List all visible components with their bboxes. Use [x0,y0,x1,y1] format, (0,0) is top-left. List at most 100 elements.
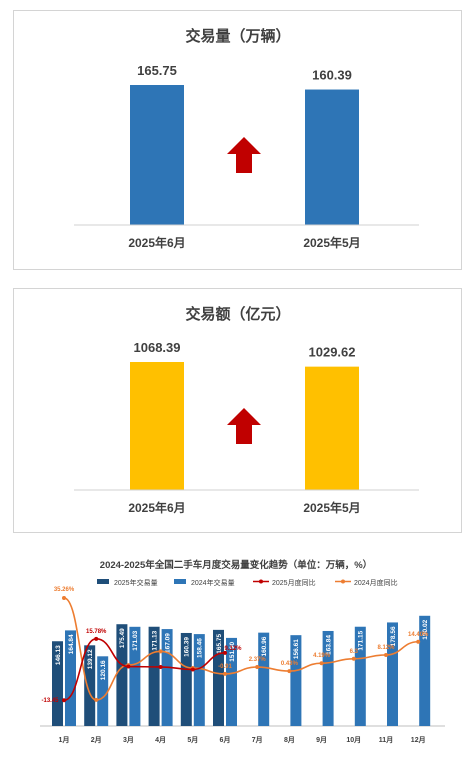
x-tick-label: 2月 [91,736,102,744]
line-data-label: 8.12% [377,645,395,651]
x-tick-label: 5月 [187,736,198,744]
x-tick-label: 8月 [284,736,295,744]
point-2025-yoy [223,650,227,655]
volume-bar-chart: 交易量（万辆） 165.75 2025年6月 160.39 2025年5月 [74,27,419,250]
bar-2025 [213,629,224,726]
legend-label: 2025年交易量 [114,578,158,587]
point-2024-yoy [416,639,421,644]
x-tick-label: 7月 [252,736,263,744]
volume-category-label: 2025年5月 [303,235,360,250]
point-2025-yoy [94,636,99,641]
bar-2024 [290,635,302,726]
bar-value-label: 158.46 [197,638,204,658]
legend-swatch [97,579,109,584]
bar-value-label: 171.03 [132,630,139,650]
amount-bar [130,362,184,490]
x-tick-label: 10月 [346,736,361,744]
bar-2025 [84,645,96,726]
bar-value-label: 160.39 [184,637,191,657]
line-data-label: 35.26% [54,587,75,593]
volume-chart-title: 交易量（万辆） [185,27,290,45]
line-data-label: 4.19% [313,653,331,659]
bar-2025 [116,624,128,726]
bar-2025 [52,641,63,726]
bar-2025 [180,632,192,726]
bar-value-label: 167.09 [164,633,171,653]
bar-value-label: 120.16 [100,660,107,680]
bar-value-label: 164.84 [68,634,75,654]
line-data-label: 9.12% [224,646,242,652]
amount-bar-chart: 交易额（亿元） 1068.39 2025年6月 1029.62 2025年5月 [74,305,419,515]
trend-chart-title: 2024-2025年全国二手车月度交易量变化趋势（单位：万辆，%） [100,559,372,571]
bar-value-label: 163.84 [325,635,332,655]
bar-2024 [129,626,141,726]
bar-2024 [322,630,334,726]
line-data-label: 0.43% [281,661,299,667]
volume-bar-value-label: 160.39 [312,68,352,83]
bar-value-label: 190.02 [422,619,429,639]
bar-2024 [193,634,205,726]
amount-panel: 交易额（亿元） 1068.39 2025年6月 1029.62 2025年5月 [13,288,462,533]
amount-bar-value-label: 1068.39 [134,340,181,355]
volume-panel: 交易量（万辆） 165.75 2025年6月 160.39 2025年5月 [13,10,462,270]
x-tick-label: 6月 [220,736,231,744]
point-2024-yoy [255,665,260,670]
bar-value-label: 160.96 [261,636,268,656]
legend-swatch [174,579,186,584]
legend-label: 2024月度同比 [354,578,398,587]
point-2024-yoy [351,656,356,661]
point-2025-yoy [158,664,163,669]
amount-bar [305,366,359,490]
point-2025-yoy [126,664,131,669]
volume-bar-value-label: 165.75 [137,63,177,78]
bar-2024 [97,656,109,726]
x-tick-label: 9月 [316,736,327,744]
point-2025-yoy [62,698,66,703]
bar-2024 [65,630,76,726]
line-data-label: 14.40% [408,632,429,638]
bar-2024 [387,622,398,726]
bar-value-label: 151.90 [229,642,236,662]
point-2024-yoy [94,697,99,702]
bar-value-label: 146.13 [55,645,62,665]
point-2024-yoy [287,669,292,674]
bar-value-label: 171.15 [358,630,365,650]
line-data-label: 15.78% [86,629,107,635]
bar-2024 [419,615,431,726]
volume-bar [130,85,184,225]
amount-chart-title: 交易额（亿元） [185,305,290,323]
amount-bar-value-label: 1029.62 [309,345,356,360]
monthly-trend-chart: 2024-2025年全国二手车月度交易量变化趋势（单位：万辆，%） 2025年交易… [40,559,445,744]
legend-label: 2025月度同比 [272,578,316,587]
line-data-label: -13.45 [41,698,59,704]
bar-value-label: 165.75 [216,633,223,653]
point-2024-yoy [223,671,227,676]
bar-2024 [161,629,173,726]
volume-up-arrow-icon [227,137,261,173]
bar-value-label: 139.12 [87,649,94,669]
bar-value-label: 171.13 [151,630,158,650]
point-2024-yoy [158,649,163,654]
point-2024-yoy [384,652,388,657]
amount-up-arrow-icon [227,408,261,444]
volume-bar [305,89,359,225]
bar-2025 [148,626,160,726]
bar-2024 [354,626,366,726]
legend-marker [259,579,263,584]
x-tick-label: 3月 [123,736,134,744]
legend-label: 2024年交易量 [191,578,235,587]
bar-2024 [226,637,237,726]
x-tick-label: 1月 [59,736,70,744]
line-data-label: 2.37% [249,657,267,663]
point-2025-yoy [190,667,195,672]
bar-value-label: 178.56 [390,626,397,646]
line-data-label: -0.91 [218,664,232,670]
x-tick-label: 12月 [411,736,426,744]
x-tick-label: 4月 [155,736,166,744]
volume-category-label: 2025年6月 [128,235,185,250]
bar-2024 [258,632,270,726]
legend-marker [341,579,345,584]
point-2024-yoy [319,661,324,666]
bar-value-label: 156.61 [293,639,300,659]
line-data-label: 6.3 [350,649,359,655]
